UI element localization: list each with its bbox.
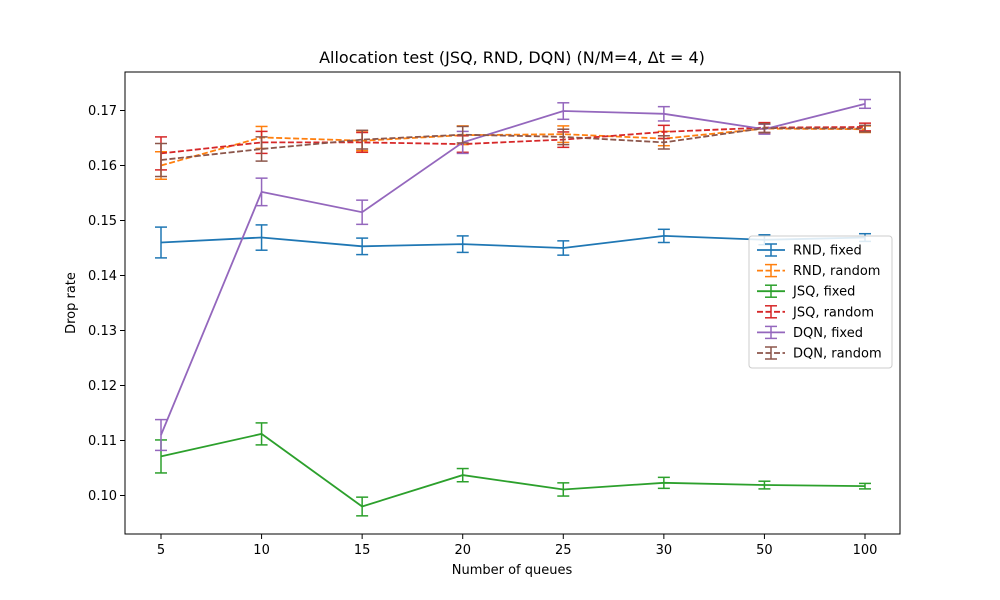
- legend-label: DQN, fixed: [793, 326, 863, 341]
- legend-label: RND, random: [793, 264, 880, 279]
- y-tick-label: 0.11: [88, 434, 117, 449]
- series-line: [160, 103, 866, 436]
- chart-title: Allocation test (JSQ, RND, DQN) (N/M=4, …: [319, 48, 705, 67]
- x-tick-label: 15: [354, 543, 371, 558]
- y-axis-label: Drop rate: [64, 272, 79, 334]
- legend-item: RND, random: [757, 263, 880, 279]
- x-tick-label: 30: [656, 543, 673, 558]
- legend-item: RND, fixed: [757, 243, 862, 259]
- y-tick-label: 0.15: [88, 214, 117, 229]
- legend-item: JSQ, fixed: [757, 284, 855, 300]
- legend-item: JSQ, random: [757, 305, 874, 320]
- y-tick-label: 0.13: [88, 324, 117, 339]
- legend-box: [748, 235, 893, 369]
- series-4: [155, 98, 871, 452]
- plot-frame: [124, 71, 901, 535]
- x-tick-label: 25: [555, 543, 572, 558]
- series-2: [155, 422, 871, 517]
- series-line: [160, 234, 866, 249]
- series-0: [155, 224, 871, 259]
- x-tick-label: 5: [157, 543, 165, 558]
- y-tick-label: 0.17: [88, 104, 117, 119]
- legend-item: DQN, random: [757, 346, 882, 362]
- x-tick-label: 10: [253, 543, 270, 558]
- y-tick-label: 0.12: [88, 379, 117, 394]
- legend-label: DQN, random: [793, 347, 882, 362]
- plot-lines: [155, 98, 871, 517]
- y-tick-label: 0.16: [88, 159, 117, 174]
- legend-label: JSQ, random: [792, 305, 874, 320]
- x-tick-label: 20: [454, 543, 471, 558]
- x-axis-label: Number of queues: [452, 563, 573, 578]
- legend-label: RND, fixed: [793, 244, 862, 259]
- x-tick-label: 100: [853, 543, 878, 558]
- y-tick-label: 0.10: [88, 489, 117, 504]
- x-axis: 5 10 15 20 25 30 50 100: [157, 534, 878, 558]
- series-line: [160, 127, 866, 161]
- x-tick-label: 50: [756, 543, 773, 558]
- series-5: [155, 122, 871, 178]
- legend-label: JSQ, fixed: [792, 285, 855, 300]
- series-line: [160, 126, 866, 155]
- legend-item: DQN, fixed: [757, 325, 863, 341]
- y-axis: 0.10 0.11 0.12 0.13 0.14 0.15 0.16 0.17: [88, 104, 125, 504]
- series-line: [160, 432, 866, 508]
- y-tick-label: 0.14: [88, 269, 117, 284]
- legend: RND, fixed RND, random JSQ, fixed JSQ, rand…: [748, 235, 893, 369]
